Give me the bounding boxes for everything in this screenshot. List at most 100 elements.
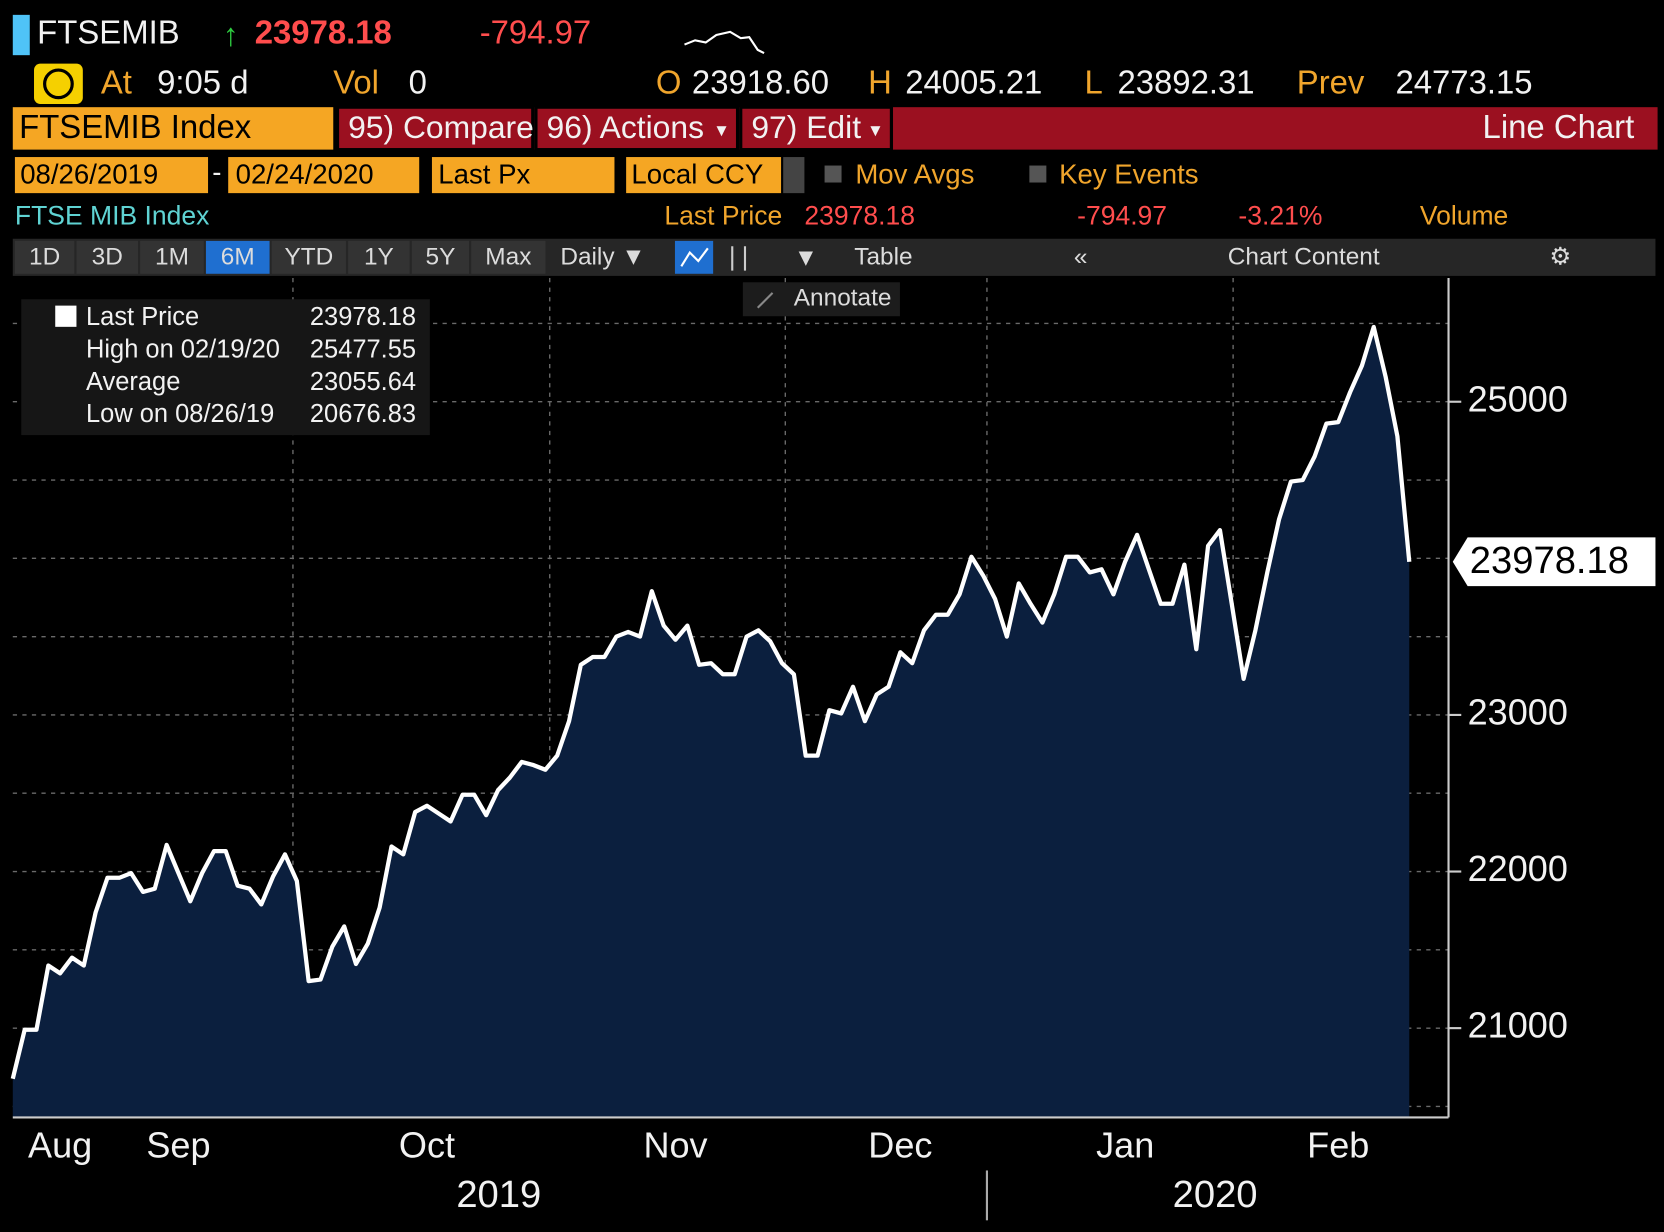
chart-type-dropdown[interactable]: ▼ <box>794 244 818 271</box>
price-line <box>10 324 1412 1080</box>
marker <box>12 14 30 56</box>
info-change: -794.97 <box>1077 201 1167 231</box>
collapse-button[interactable]: « <box>1074 243 1088 270</box>
volume-label: Volume <box>1420 201 1508 231</box>
chart-content-button[interactable]: Chart Content <box>1228 243 1380 270</box>
time-label: At <box>101 64 132 101</box>
key-events: Key Events <box>1059 158 1199 189</box>
table-button[interactable]: Table <box>854 243 912 270</box>
prev: 24773.15 <box>1395 64 1532 101</box>
legend-label: Low on 08/26/19 <box>86 400 274 428</box>
area <box>12 326 1410 1118</box>
currency-box[interactable] <box>626 157 782 194</box>
last-price-tag-label: 23978.18 <box>1470 539 1629 582</box>
low: 23892.31 <box>1117 64 1254 101</box>
security-box[interactable] <box>12 107 334 150</box>
field-box[interactable] <box>431 157 615 194</box>
period-label: YTD <box>284 243 333 270</box>
vol-label: Vol <box>333 64 379 101</box>
mov-avgs-checkbox[interactable] <box>824 165 842 183</box>
net-change: -794.97 <box>480 14 592 51</box>
period-button[interactable] <box>348 240 410 274</box>
y-tick-label: 21000 <box>1468 1005 1568 1046</box>
open-label: O <box>656 64 682 101</box>
view-title: Line Chart <box>1483 108 1635 145</box>
last-price-label: Last Price <box>664 201 782 231</box>
ticker: FTSEMIB <box>37 14 179 51</box>
period-button[interactable] <box>140 240 204 274</box>
field: Last Px <box>438 158 530 189</box>
period-label: 1M <box>155 243 189 270</box>
actions-label: 96) Actions <box>547 109 704 145</box>
currency-dropdown[interactable] <box>783 157 805 194</box>
edit-label: 97) Edit <box>751 109 861 145</box>
year-label: 2020 <box>1173 1173 1258 1216</box>
open: 23918.60 <box>692 64 829 101</box>
dropdown-arrow: ▼ <box>713 121 730 140</box>
info-last: 23978.18 <box>804 201 915 231</box>
key-events-checkbox[interactable] <box>1029 165 1047 183</box>
last-price: 23978.18 <box>255 14 392 51</box>
x-tick-label: Dec <box>868 1125 932 1166</box>
vol: 0 <box>409 64 427 101</box>
period-label: Max <box>485 243 531 270</box>
prev-label: Prev <box>1297 64 1365 101</box>
x-tick-label: Oct <box>399 1125 455 1166</box>
settings-gear[interactable]: ⚙ <box>1549 243 1571 270</box>
legend-label: Last Price <box>86 303 199 331</box>
y-tick-label: 23000 <box>1468 691 1568 732</box>
period-label: 1D <box>29 243 60 270</box>
date-dash: - <box>212 156 221 187</box>
line-icon <box>680 247 709 267</box>
period-label: 3D <box>92 243 123 270</box>
pencil-icon <box>756 292 774 309</box>
period-button[interactable] <box>76 240 139 274</box>
last-price-tag <box>1452 537 1656 587</box>
legend-value: 23055.64 <box>310 368 416 396</box>
x-tick-label: Nov <box>643 1125 707 1166</box>
frequency[interactable]: Daily ▼ <box>560 243 645 270</box>
low-label: L <box>1085 64 1103 101</box>
x-tick-label: Jan <box>1096 1125 1154 1166</box>
end-date-box[interactable] <box>228 157 420 194</box>
legend-box <box>21 299 430 436</box>
time: 9:05 d <box>157 64 248 101</box>
legend-value: 20676.83 <box>310 400 416 428</box>
end-date: 02/24/2020 <box>236 158 374 189</box>
security: FTSEMIB Index <box>19 108 252 145</box>
dropdown-arrow: ▼ <box>867 121 884 140</box>
high: 24005.21 <box>905 64 1042 101</box>
period-label: 1Y <box>364 243 394 270</box>
period-button[interactable] <box>14 240 75 274</box>
year-label: 2019 <box>456 1173 541 1216</box>
period-button[interactable] <box>411 240 470 274</box>
y-tick-label: 25000 <box>1468 378 1568 419</box>
mov-avgs: Mov Avgs <box>855 158 974 189</box>
period-label: 5Y <box>426 243 456 270</box>
start-date-box[interactable] <box>14 157 209 194</box>
clock-icon <box>34 63 83 104</box>
bar-icon[interactable] <box>731 246 747 271</box>
period-buttons: 1D 3D 1M 6M YTD 1Y 5Y Max <box>14 240 546 274</box>
up-arrow: ↑ <box>223 17 239 53</box>
annotate-button[interactable] <box>742 282 900 317</box>
compare-button[interactable] <box>335 105 535 152</box>
actions-button[interactable] <box>534 105 740 152</box>
legend-swatch <box>55 305 77 327</box>
x-tick-label: Aug <box>28 1125 92 1166</box>
compare-label: 95) Compare <box>348 109 534 145</box>
annotate: Annotate <box>794 285 892 312</box>
x-tick-label: Sep <box>146 1125 210 1166</box>
legend-value: 25477.55 <box>310 335 416 363</box>
period-button[interactable] <box>205 240 270 274</box>
high-label: H <box>868 64 892 101</box>
period-button[interactable] <box>471 240 546 274</box>
x-tick-label: Feb <box>1307 1125 1369 1166</box>
legend-label: High on 02/19/20 <box>86 335 280 363</box>
legend: Last Price 23978.18 High on 02/19/20 25477.… <box>86 303 416 428</box>
edit-button[interactable] <box>739 105 894 152</box>
y-tick-label: 22000 <box>1468 848 1568 889</box>
currency: Local CCY <box>631 158 763 189</box>
period-button[interactable] <box>271 240 346 274</box>
